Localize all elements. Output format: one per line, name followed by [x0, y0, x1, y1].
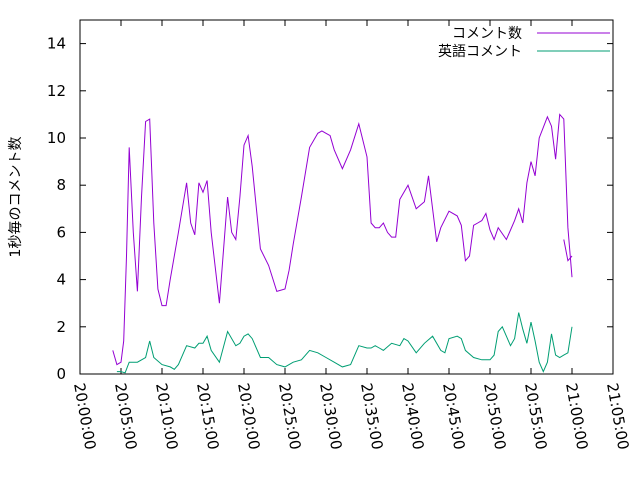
- x-tick-label: 20:00:00: [70, 382, 99, 451]
- legend-label-comment-count: コメント数: [452, 26, 522, 42]
- x-tick-label: 20:40:00: [398, 382, 427, 451]
- x-tick-label: 20:20:00: [234, 382, 263, 451]
- y-axis-label: 1秒毎のコメント数: [8, 137, 24, 258]
- x-tick-label: 20:55:00: [521, 382, 550, 451]
- legend: コメント数 英語コメント: [438, 26, 610, 60]
- x-tick-label: 20:15:00: [193, 382, 222, 451]
- plot-frame: [79, 19, 614, 375]
- y-tick-label: 0: [56, 365, 66, 383]
- x-tick-label: 20:30:00: [316, 382, 345, 451]
- x-tick-label: 21:00:00: [562, 382, 591, 451]
- y-tick-label: 14: [47, 35, 66, 53]
- y-tick-label: 2: [56, 318, 66, 336]
- chart-series: [112, 113, 573, 374]
- x-tick-label: 20:05:00: [111, 382, 140, 451]
- x-tick-label: 21:05:00: [603, 382, 632, 451]
- x-tick-label: 20:25:00: [275, 382, 304, 451]
- series-line-0: [112, 113, 573, 366]
- y-tick-label: 6: [56, 223, 66, 241]
- series-line-0-tail: [563, 239, 573, 262]
- y-tick-label: 12: [47, 82, 66, 100]
- y-axis-ticks: 0 2 4 6 8 10 12 14: [47, 35, 613, 383]
- y-tick-label: 10: [47, 129, 66, 147]
- chart-axes: [79, 19, 614, 375]
- y-tick-label: 8: [56, 176, 66, 194]
- x-tick-label: 20:50:00: [480, 382, 509, 451]
- legend-label-english-comments: 英語コメント: [438, 43, 522, 60]
- y-tick-label: 4: [56, 271, 66, 289]
- series-line-1: [116, 312, 573, 374]
- x-tick-label: 20:45:00: [439, 382, 468, 451]
- x-tick-label: 20:10:00: [152, 382, 181, 451]
- x-tick-label: 20:35:00: [357, 382, 386, 451]
